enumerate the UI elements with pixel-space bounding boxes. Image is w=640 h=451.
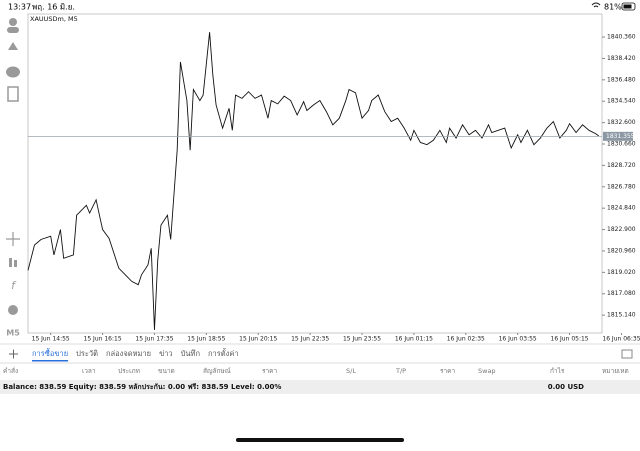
y-tick-label: 1815.140: [607, 312, 636, 319]
panel-toggle[interactable]: [621, 349, 633, 359]
x-tick-label: 16 Jun 05:15: [551, 336, 589, 343]
y-tick-label: 1834.540: [607, 98, 636, 105]
column-header: หมายเหต: [602, 367, 629, 375]
y-tick-label: 1836.480: [607, 76, 636, 83]
column-header: Swap: [478, 367, 496, 375]
home-indicator: [236, 438, 404, 442]
column-header: ราคา: [440, 367, 455, 375]
x-tick-label: 15 Jun 22:35: [291, 336, 329, 343]
y-tick-label: 1828.720: [607, 162, 636, 169]
x-tick-label: 15 Jun 18:55: [187, 336, 225, 343]
chart: 1840.360 1838.420 1836.480 1834.540 1832.600…: [27, 13, 640, 343]
x-tick-label: 16 Jun 06:35: [602, 336, 640, 343]
x-tick-label: 15 Jun 20:15: [239, 336, 277, 343]
trade-icon[interactable]: [8, 42, 18, 50]
x-tick-label: 15 Jun 16:15: [84, 336, 122, 343]
column-header: กำไร: [550, 367, 565, 375]
candle-icon[interactable]: [9, 258, 12, 267]
status-time: 13:37: [8, 3, 31, 12]
x-tick-label: 15 Jun 23:55: [343, 336, 381, 343]
chat-icon[interactable]: [6, 66, 20, 78]
tab[interactable]: การซื้อขาย: [32, 348, 68, 358]
y-tick-label: 1822.900: [607, 226, 636, 233]
column-header: ราคา: [262, 367, 277, 375]
column-header: T/P: [395, 367, 406, 375]
current-price-label: 1831.355: [606, 133, 635, 140]
account-icon-body: [7, 27, 19, 33]
y-tick-label: 1838.420: [607, 55, 636, 62]
timeframe-button[interactable]: M5: [6, 329, 20, 338]
y-tick-label: 1817.080: [607, 290, 636, 297]
column-header: สัญลักษณ์: [203, 367, 231, 375]
y-tick-label: 1824.840: [607, 205, 636, 212]
y-tick-label: 1826.780: [607, 183, 636, 190]
y-tick-label: 1820.960: [607, 247, 636, 254]
tab-underline: [32, 360, 69, 362]
column-header: ขนาด: [158, 367, 175, 375]
y-tick-label: 1830.660: [607, 141, 636, 148]
account-summary: Balance: 838.59 Equity: 838.59 หลักประกั…: [3, 383, 281, 391]
tab[interactable]: บันทึก: [181, 349, 200, 358]
tab[interactable]: ประวัติ: [76, 349, 98, 358]
candle-icon-2: [14, 260, 17, 267]
wifi-icon: [591, 2, 601, 8]
column-header: ประเภท: [118, 367, 140, 375]
y-tick-label: 1840.360: [607, 34, 636, 41]
column-header: คำสั่ง: [3, 366, 18, 375]
account-bar: [0, 380, 640, 394]
table-header: คำสั่ง เวลา ประเภท ขนาด สัญลักษณ์ ราคา S/L T/P ร…: [3, 366, 629, 375]
plot-frame: [27, 13, 603, 334]
account-profit: 0.00 USD: [548, 383, 584, 391]
battery-level: 81%: [604, 3, 622, 12]
x-tick-label: 15 Jun 14:55: [32, 336, 70, 343]
price-line: [27, 32, 600, 330]
tab[interactable]: การตั้งค่า: [208, 348, 239, 358]
crosshair-icon[interactable]: [6, 232, 20, 246]
add-button[interactable]: [9, 349, 18, 359]
tab[interactable]: ข่าว: [159, 349, 173, 358]
tab[interactable]: กล่องจดหมาย: [106, 349, 151, 358]
current-price-tag: [603, 131, 633, 141]
file-icon[interactable]: [7, 86, 19, 102]
tab-bar: การซื้อขาย ประวัติ กล่องจดหมาย ข่าว บันทึก กา…: [32, 348, 239, 362]
chart-title: XAUUSDm, M5: [30, 15, 78, 23]
column-header: S/L: [346, 367, 356, 375]
x-tick-label: 16 Jun 03:55: [499, 336, 537, 343]
battery-fill: [623, 4, 632, 9]
status-date: พฤ. 16 มิ.ย.: [32, 3, 75, 12]
left-toolbar: f M5: [6, 18, 20, 338]
column-header: เวลา: [82, 367, 96, 375]
battery-icon: [621, 2, 636, 11]
y-tick-label: 1832.600: [607, 119, 636, 126]
account-icon[interactable]: [9, 18, 17, 26]
indicator-icon[interactable]: f: [11, 279, 17, 292]
x-tick-label: 16 Jun 01:15: [395, 336, 433, 343]
objects-icon[interactable]: [8, 305, 18, 315]
x-tick-label: 15 Jun 17:35: [135, 336, 173, 343]
y-tick-label: 1819.020: [607, 269, 636, 276]
x-tick-label: 16 Jun 02:35: [447, 336, 485, 343]
